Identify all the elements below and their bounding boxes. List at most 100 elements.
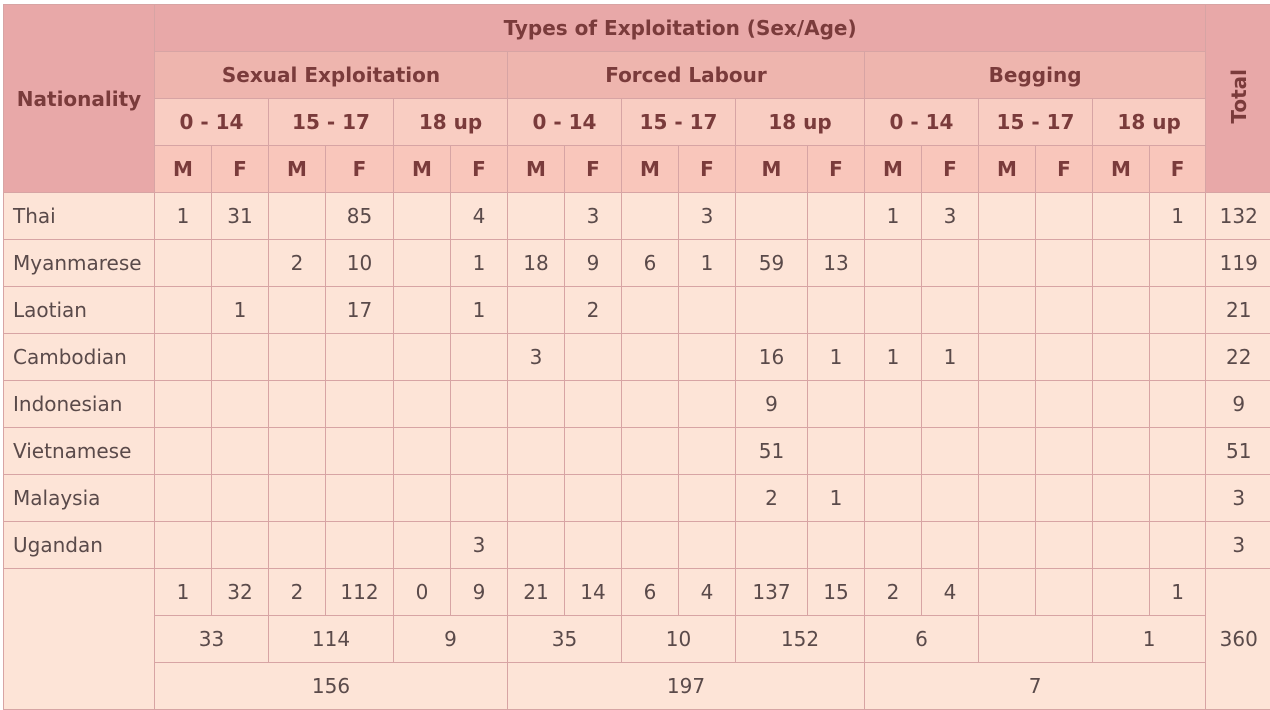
sex-header: F bbox=[326, 146, 394, 193]
row-total-cell: 21 bbox=[1206, 287, 1270, 334]
count-cell: 31 bbox=[212, 193, 269, 240]
sex-header: F bbox=[451, 146, 508, 193]
count-cell bbox=[979, 522, 1036, 569]
group-header-sexual-exploitation: Sexual Exploitation bbox=[155, 52, 508, 99]
count-cell bbox=[155, 381, 212, 428]
count-cell: 3 bbox=[679, 193, 736, 240]
sex-header: M bbox=[979, 146, 1036, 193]
row-total-cell: 132 bbox=[1206, 193, 1270, 240]
count-cell: 3 bbox=[565, 193, 622, 240]
age-band-header: 15 - 17 bbox=[269, 99, 394, 146]
count-cell: 1 bbox=[451, 287, 508, 334]
count-cell bbox=[269, 522, 326, 569]
count-cell: 1 bbox=[922, 334, 979, 381]
type-total-cell: 156 bbox=[155, 663, 508, 710]
count-cell bbox=[451, 475, 508, 522]
nationality-header: Nationality bbox=[4, 5, 155, 193]
count-cell bbox=[1036, 287, 1093, 334]
count-cell bbox=[326, 381, 394, 428]
count-cell bbox=[865, 522, 922, 569]
group-header-begging: Begging bbox=[865, 52, 1206, 99]
group-header-forced-labour: Forced Labour bbox=[508, 52, 865, 99]
count-cell bbox=[212, 381, 269, 428]
count-cell: 1 bbox=[808, 334, 865, 381]
count-cell bbox=[736, 522, 808, 569]
age-total-cell: 1 bbox=[1093, 616, 1206, 663]
count-cell bbox=[394, 193, 451, 240]
sex-total-cell: 32 bbox=[212, 569, 269, 616]
sex-total-cell: 14 bbox=[565, 569, 622, 616]
count-cell bbox=[155, 287, 212, 334]
age-band-header: 0 - 14 bbox=[865, 99, 979, 146]
sex-total-cell bbox=[979, 569, 1036, 616]
count-cell bbox=[922, 240, 979, 287]
sex-header: M bbox=[865, 146, 922, 193]
age-band-header: 18 up bbox=[1093, 99, 1206, 146]
total-header-label: Total bbox=[1227, 69, 1251, 124]
sex-header: F bbox=[565, 146, 622, 193]
count-cell bbox=[865, 287, 922, 334]
count-cell bbox=[394, 522, 451, 569]
count-cell bbox=[508, 522, 565, 569]
sex-header: F bbox=[1150, 146, 1206, 193]
sex-total-cell: 9 bbox=[451, 569, 508, 616]
count-cell: 1 bbox=[865, 193, 922, 240]
count-cell bbox=[394, 381, 451, 428]
count-cell bbox=[1150, 381, 1206, 428]
sex-header: M bbox=[155, 146, 212, 193]
count-cell bbox=[155, 240, 212, 287]
count-cell: 1 bbox=[212, 287, 269, 334]
count-cell bbox=[679, 381, 736, 428]
count-cell: 1 bbox=[865, 334, 922, 381]
count-cell bbox=[155, 334, 212, 381]
count-cell bbox=[865, 240, 922, 287]
count-cell bbox=[679, 287, 736, 334]
count-cell bbox=[394, 475, 451, 522]
count-cell bbox=[808, 522, 865, 569]
count-cell bbox=[269, 287, 326, 334]
count-cell bbox=[394, 428, 451, 475]
age-total-cell: 10 bbox=[622, 616, 736, 663]
sex-total-cell: 6 bbox=[622, 569, 679, 616]
sex-header: M bbox=[394, 146, 451, 193]
count-cell: 17 bbox=[326, 287, 394, 334]
nationality-cell: Thai bbox=[4, 193, 155, 240]
count-cell bbox=[979, 334, 1036, 381]
count-cell bbox=[622, 193, 679, 240]
count-cell bbox=[155, 475, 212, 522]
nationality-cell: Vietnamese bbox=[4, 428, 155, 475]
sex-total-cell: 4 bbox=[922, 569, 979, 616]
sex-total-cell: 4 bbox=[679, 569, 736, 616]
row-total-cell: 51 bbox=[1206, 428, 1270, 475]
age-total-cell: 35 bbox=[508, 616, 622, 663]
grand-total-cell: 360 bbox=[1206, 569, 1270, 710]
sex-header: M bbox=[269, 146, 326, 193]
count-cell bbox=[155, 428, 212, 475]
count-cell bbox=[922, 428, 979, 475]
count-cell bbox=[1093, 475, 1150, 522]
count-cell bbox=[565, 522, 622, 569]
sex-header: F bbox=[212, 146, 269, 193]
totals-label-cell bbox=[4, 569, 155, 710]
count-cell bbox=[1150, 240, 1206, 287]
sex-total-cell: 15 bbox=[808, 569, 865, 616]
count-cell bbox=[269, 381, 326, 428]
count-cell: 51 bbox=[736, 428, 808, 475]
age-band-header: 18 up bbox=[394, 99, 508, 146]
count-cell bbox=[508, 287, 565, 334]
sex-total-cell: 21 bbox=[508, 569, 565, 616]
nationality-cell: Indonesian bbox=[4, 381, 155, 428]
count-cell bbox=[155, 522, 212, 569]
row-total-cell: 9 bbox=[1206, 381, 1270, 428]
count-cell bbox=[922, 287, 979, 334]
count-cell bbox=[1093, 381, 1150, 428]
age-band-header: 15 - 17 bbox=[622, 99, 736, 146]
sex-header: M bbox=[736, 146, 808, 193]
